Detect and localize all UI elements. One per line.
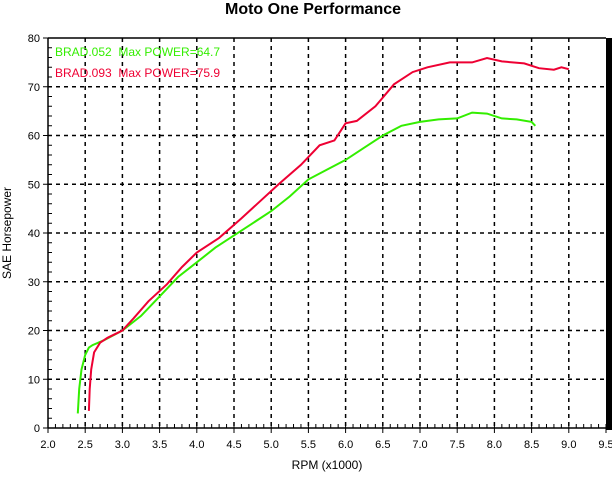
y-tick-label: 50 [28, 179, 40, 191]
y-tick-label: 60 [28, 131, 40, 143]
x-tick-label: 5.5 [301, 439, 316, 451]
x-tick-label: 2.0 [40, 439, 55, 451]
y-tick-label: 0 [34, 423, 40, 435]
y-tick-label: 10 [28, 374, 40, 386]
y-tick-label: 80 [28, 33, 40, 45]
x-tick-label: 5.0 [264, 439, 279, 451]
y-axis-label: SAE Horsepower [0, 187, 14, 279]
x-tick-label: 6.5 [375, 439, 390, 451]
x-tick-label: 4.5 [226, 439, 241, 451]
x-tick-label: 8.5 [524, 439, 539, 451]
x-tick-label: 9.0 [561, 439, 576, 451]
x-tick-label: 6.0 [338, 439, 353, 451]
x-tick-label: 3.5 [152, 439, 167, 451]
x-tick-label: 8.0 [487, 439, 502, 451]
x-tick-label: 7.5 [450, 439, 465, 451]
grid [48, 38, 606, 428]
chart-title: Moto One Performance [225, 1, 401, 18]
axes: 2.0 2.5 3.0 3.5 4.0 4.5 5.0 5.5 6.0 6.5 7.0 7.5 8.0 8… [28, 33, 612, 451]
x-axis-label: RPM (x1000) [292, 458, 363, 472]
right-edge-bar [606, 38, 612, 430]
x-tick-label: 2.5 [78, 439, 93, 451]
x-tick-label: 4.0 [189, 439, 204, 451]
legend: BRAD.052 Max POWER=64.7 BRAD.093 Max POW… [55, 45, 220, 80]
y-tick-label: 20 [28, 326, 40, 338]
legend-entry-brad052: BRAD.052 Max POWER=64.7 [55, 45, 220, 59]
x-tick-label: 9.5 [598, 439, 612, 451]
y-tick-label: 70 [28, 82, 40, 94]
series-line-brad093 [87, 56, 570, 411]
x-tick-label: 7.0 [412, 439, 427, 451]
legend-entry-brad093: BRAD.093 Max POWER=75.9 [55, 66, 220, 80]
y-tick-label: 30 [28, 277, 40, 289]
y-tick-label: 40 [28, 228, 40, 240]
series-lines [76, 56, 570, 414]
x-tick-label: 3.0 [115, 439, 130, 451]
series-line-brad052 [76, 111, 537, 414]
